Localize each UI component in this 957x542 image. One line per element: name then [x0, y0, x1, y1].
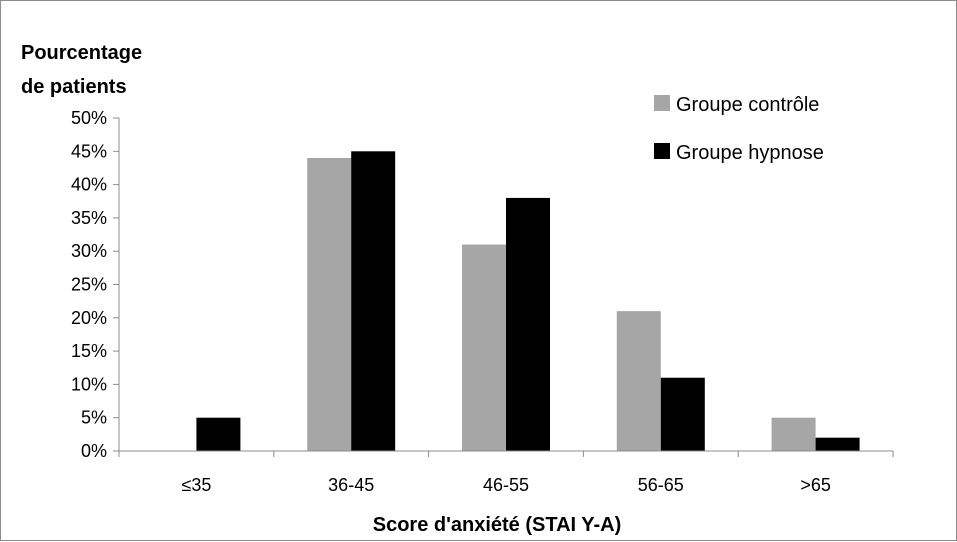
y-tick-label: 10%	[71, 374, 107, 394]
y-axis-title-line-2: de patients	[21, 76, 127, 98]
y-tick-label: 35%	[71, 208, 107, 228]
y-tick-label: 5%	[81, 408, 107, 428]
y-tick-label: 20%	[71, 308, 107, 328]
bar-hypnose	[196, 417, 241, 451]
bar-hypnose	[351, 151, 396, 452]
legend-label-hypnose: Groupe hypnose	[676, 142, 824, 164]
legend-swatch-hypnose	[654, 143, 670, 159]
axes-group	[118, 118, 893, 452]
y-tick-label: 30%	[71, 241, 107, 261]
legend-swatch-controle	[654, 95, 670, 111]
y-tick-label: 45%	[71, 141, 107, 161]
y-tick-label: 0%	[81, 441, 107, 461]
bar-controle	[462, 244, 506, 451]
bar-controle	[771, 417, 816, 451]
y-axis-title-line-1: Pourcentage	[21, 42, 142, 64]
bar-hypnose	[815, 437, 860, 451]
bar-hypnose	[660, 377, 705, 451]
legend: Groupe contrôle Groupe hypnose	[654, 94, 824, 164]
y-tick-label: 25%	[71, 275, 107, 295]
x-tick-label: 36-45	[328, 475, 374, 495]
x-tick-label: >65	[800, 475, 831, 495]
y-tick-label: 15%	[71, 341, 107, 361]
bars-group	[196, 151, 860, 452]
y-axis-ticks: 0% 5% 10% 15% 20% 25% 30% 35% 40% 45% 50%	[71, 108, 119, 461]
bar-controle	[307, 157, 352, 451]
legend-label-controle: Groupe contrôle	[676, 94, 819, 116]
x-axis-title: Score d'anxiété (STAI Y-A)	[373, 514, 622, 536]
bar-hypnose	[506, 197, 550, 451]
x-tick-label: ≤35	[181, 475, 211, 495]
bar-controle	[616, 311, 661, 451]
x-tick-label: 46-55	[483, 475, 529, 495]
x-axis-ticks: ≤35 36-45 46-55 56-65 >65	[118, 451, 894, 495]
y-tick-label: 40%	[71, 175, 107, 195]
x-tick-label: 56-65	[638, 475, 684, 495]
y-tick-label: 50%	[71, 108, 107, 128]
